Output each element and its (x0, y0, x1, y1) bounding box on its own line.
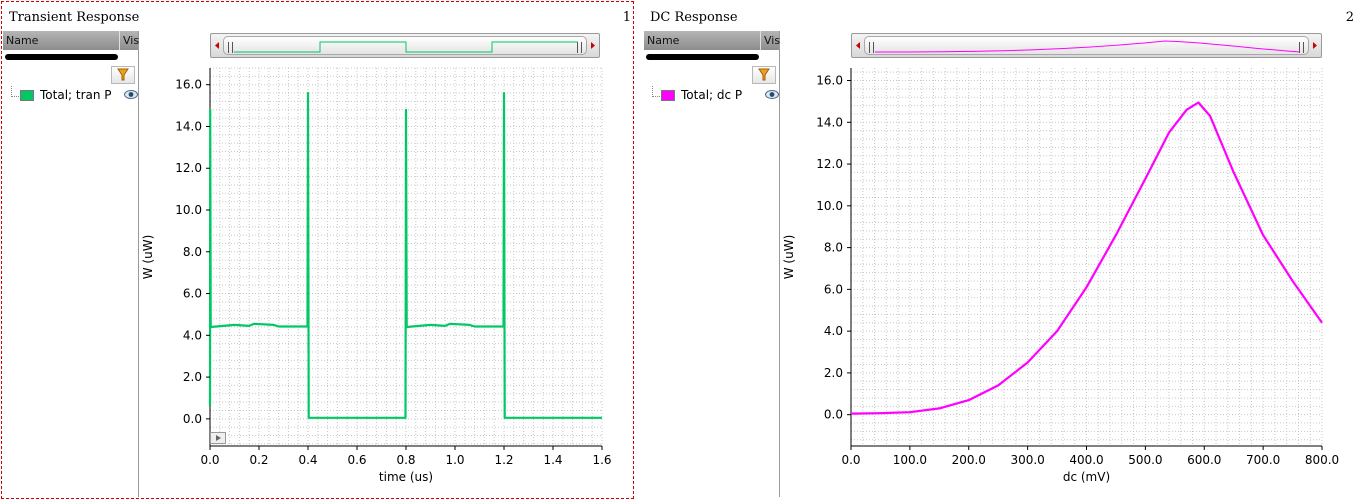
y-axis-label: W (uW) (141, 235, 155, 280)
x-tick-label: 200.0 (952, 453, 986, 467)
legend-label: Total; dc P (681, 88, 743, 102)
legend-swatch (661, 90, 675, 101)
overview-scrollbar[interactable] (851, 33, 1322, 58)
y-tick-label: 8.0 (183, 245, 202, 259)
overview-left-handle[interactable] (228, 42, 233, 53)
x-tick-label: 0.8 (396, 453, 415, 467)
x-tick-labels: 0.0 0.2 0.4 0.6 0.8 1.0 1.2 1.4 1.6 (200, 446, 612, 467)
x-tick-label: 1.2 (494, 453, 513, 467)
x-axis-label: dc (mV) (1063, 470, 1110, 484)
overview-trace (234, 41, 578, 53)
x-tick-label: 0.0 (841, 453, 860, 467)
vis-column-header[interactable]: Vis (119, 31, 139, 50)
arrow-left-icon[interactable] (853, 37, 863, 54)
overview-scrollbar[interactable] (210, 33, 600, 58)
y-tick-label: 10.0 (175, 203, 202, 217)
name-column-header[interactable]: Name (647, 34, 680, 47)
x-axis-label: time (us) (379, 470, 433, 484)
y-tick-label: 12.0 (175, 161, 202, 175)
x-tick-label: 300.0 (1010, 453, 1044, 467)
x-tick-label: 0.0 (200, 453, 219, 467)
y-tick-label: 0.0 (824, 408, 843, 422)
plot-area[interactable] (208, 67, 603, 447)
legend-header: Name Vis (3, 31, 139, 50)
y-tick-label: 6.0 (183, 287, 202, 301)
vis-column-header[interactable]: Vis (760, 31, 780, 50)
overview-window[interactable] (864, 36, 1309, 55)
filter-button[interactable] (752, 66, 776, 84)
panel-title: DC Response (650, 10, 738, 25)
filter-icon (758, 68, 770, 81)
y-tick-label: 14.0 (816, 115, 843, 129)
x-tick-label: 400.0 (1069, 453, 1103, 467)
legend-sidebar: Name Vis Total; tran P (3, 31, 139, 497)
eye-icon[interactable] (124, 89, 138, 100)
x-tick-label: 700.0 (1246, 453, 1280, 467)
y-tick-label: 6.0 (824, 282, 843, 296)
filter-button[interactable] (111, 66, 135, 84)
x-tick-label: 800.0 (1305, 453, 1339, 467)
y-tick-label: 12.0 (816, 157, 843, 171)
transient-response-panel[interactable]: Transient Response 1 Name Vis Total; tra… (0, 0, 635, 501)
panel-number: 1 (622, 10, 631, 25)
panel-number: 2 (1345, 10, 1354, 25)
legend-group-bar[interactable] (646, 54, 759, 60)
y-tick-label: 4.0 (183, 328, 202, 342)
series-line[interactable] (850, 101, 1323, 415)
y-tick-label: 16.0 (816, 74, 843, 88)
play-icon[interactable] (210, 432, 226, 444)
x-tick-label: 600.0 (1187, 453, 1221, 467)
overview-right-handle[interactable] (577, 42, 582, 53)
filter-icon (117, 68, 129, 81)
legend-header: Name Vis (644, 31, 780, 50)
grid-lines (850, 68, 1323, 446)
arrow-left-icon[interactable] (212, 37, 222, 54)
x-tick-label: 0.6 (347, 453, 366, 467)
y-tick-label: 0.0 (183, 412, 202, 426)
x-tick-label: 0.4 (298, 453, 317, 467)
transient-chart[interactable]: 0.0 0.2 0.4 0.6 0.8 1.0 1.2 1.4 1.6 0.0 2.0 4.0 6.0 8… (0, 0, 635, 501)
y-tick-labels: 0.0 2.0 4.0 6.0 8.0 10.0 12.0 14.0 16.0 (816, 74, 851, 422)
x-tick-label: 1.0 (445, 453, 464, 467)
overview-left-handle[interactable] (869, 42, 874, 53)
name-column-header[interactable]: Name (6, 34, 39, 47)
y-tick-label: 14.0 (175, 119, 202, 133)
y-tick-label: 2.0 (824, 366, 843, 380)
y-tick-label: 4.0 (824, 324, 843, 338)
y-tick-label: 2.0 (183, 370, 202, 384)
series-line[interactable] (208, 91, 602, 419)
y-tick-label: 16.0 (175, 78, 202, 92)
dc-chart[interactable]: 0.0 100.0 200.0 300.0 400.0 500.0 600.0 700.0 80… (641, 0, 1358, 501)
tree-connector (652, 86, 660, 97)
overview-right-handle[interactable] (1299, 42, 1304, 53)
x-tick-labels: 0.0 100.0 200.0 300.0 400.0 500.0 600.0 700.0 80… (841, 446, 1339, 467)
y-tick-label: 10.0 (816, 199, 843, 213)
overview-trace (875, 40, 1300, 53)
dc-response-panel[interactable]: DC Response 2 Name Vis Total; dc P (641, 0, 1358, 501)
legend-sidebar: Name Vis Total; dc P (644, 31, 780, 497)
legend-label: Total; tran P (40, 88, 112, 102)
overview-window[interactable] (223, 36, 587, 55)
y-axis-label: W (uW) (782, 235, 796, 280)
arrow-right-icon[interactable] (588, 37, 598, 54)
tree-connector (11, 86, 19, 97)
y-tick-labels: 0.0 2.0 4.0 6.0 8.0 10.0 12.0 14.0 16.0 (175, 78, 210, 426)
x-tick-label: 1.6 (592, 453, 611, 467)
legend-group-bar[interactable] (5, 54, 118, 60)
x-tick-label: 100.0 (893, 453, 927, 467)
arrow-right-icon[interactable] (1310, 37, 1320, 54)
plot-area[interactable] (850, 68, 1323, 447)
panel-title: Transient Response (9, 10, 140, 25)
x-tick-label: 500.0 (1128, 453, 1162, 467)
y-tick-label: 8.0 (824, 241, 843, 255)
x-tick-label: 1.4 (543, 453, 562, 467)
eye-icon[interactable] (765, 89, 779, 100)
legend-swatch (20, 90, 34, 101)
x-tick-label: 0.2 (249, 453, 268, 467)
